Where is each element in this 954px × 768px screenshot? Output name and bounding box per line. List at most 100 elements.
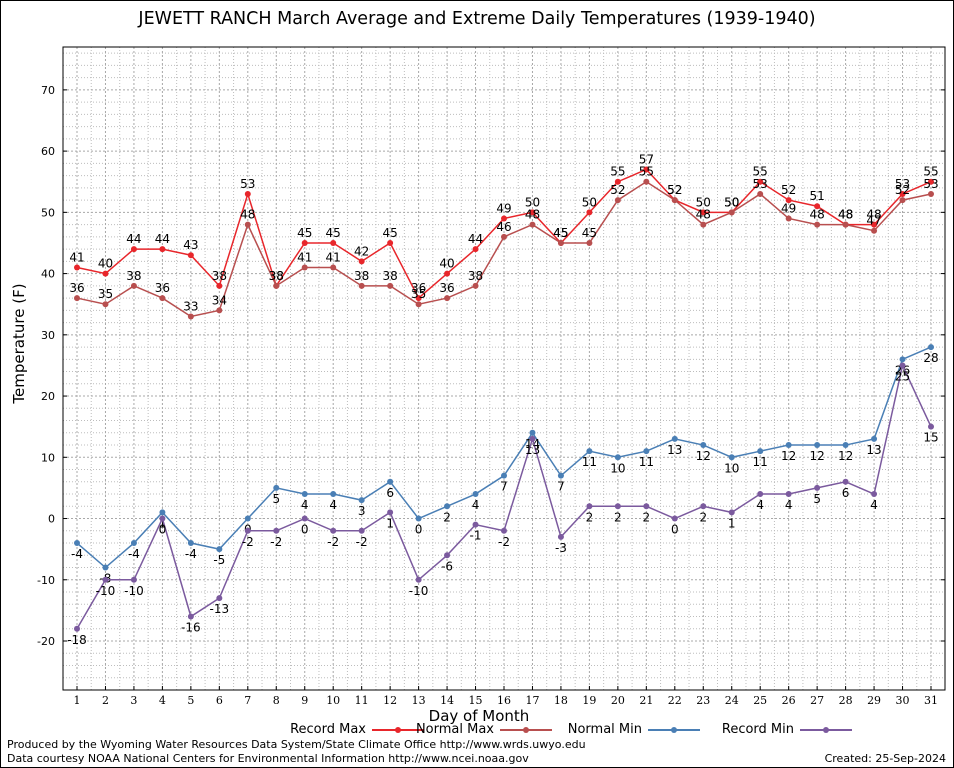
data-point-normal-min — [444, 503, 451, 510]
data-label-record-min: 2 — [643, 510, 651, 524]
data-point-normal-min — [757, 448, 764, 455]
data-point-record-max — [130, 246, 137, 253]
data-label-normal-max: 38 — [354, 269, 369, 283]
x-tick-label: 19 — [582, 694, 596, 707]
data-label-record-min: 4 — [785, 498, 793, 512]
data-point-record-max — [928, 178, 934, 185]
legend-item-normal-min: Normal Min — [0, 722, 700, 738]
data-label-record-min: -18 — [67, 633, 87, 647]
data-label-normal-max: 41 — [297, 250, 312, 264]
y-axis-label: Temperature (F) — [10, 283, 28, 404]
x-tick-label: 23 — [696, 694, 710, 707]
data-label-normal-min: 11 — [753, 455, 768, 469]
data-label-normal-min: 0 — [415, 523, 423, 537]
data-point-record-max — [501, 215, 507, 222]
data-point-record-min — [757, 491, 764, 498]
legend-swatch-normal-max — [500, 727, 552, 733]
x-tick-label: 17 — [525, 694, 539, 707]
data-label-normal-max: 45 — [553, 226, 568, 240]
data-point-record-min — [159, 515, 166, 522]
data-label-record-max: 49 — [496, 201, 511, 215]
data-point-normal-max — [728, 209, 735, 216]
data-point-record-min — [728, 509, 735, 516]
data-point-record-min — [899, 362, 906, 369]
data-point-normal-max — [871, 227, 878, 234]
data-label-normal-min: 11 — [639, 455, 654, 469]
data-label-record-max: 55 — [923, 165, 938, 179]
data-label-normal-max: 53 — [923, 177, 938, 191]
data-label-record-min: -3 — [555, 541, 567, 555]
y-tick-label: 20 — [41, 390, 55, 403]
y-tick-label: -10 — [37, 574, 55, 587]
data-label-record-min: 2 — [586, 510, 594, 524]
data-point-record-max — [74, 264, 80, 271]
data-point-record-min — [814, 484, 821, 491]
data-label-record-min: -2 — [270, 535, 282, 549]
data-point-normal-min — [643, 448, 650, 455]
data-label-record-max: 51 — [809, 189, 824, 203]
y-tick-label: 50 — [41, 206, 55, 219]
data-label-record-max: 50 — [724, 195, 739, 209]
legend-swatch-record-max — [372, 727, 424, 733]
data-label-normal-max: 55 — [639, 165, 654, 179]
data-label-normal-max: 36 — [69, 281, 84, 295]
data-point-record-min — [216, 595, 223, 602]
x-tick-label: 22 — [668, 694, 682, 707]
data-point-normal-min — [586, 448, 593, 455]
data-point-normal-max — [529, 221, 536, 228]
data-label-normal-max: 48 — [525, 208, 540, 222]
data-label-normal-max: 33 — [183, 299, 198, 313]
data-point-normal-max — [757, 190, 764, 197]
data-label-normal-min: 1 — [159, 516, 167, 530]
data-point-normal-min — [700, 442, 707, 449]
data-label-record-max: 45 — [297, 226, 312, 240]
data-point-normal-min — [415, 515, 422, 522]
data-point-record-min — [586, 503, 593, 510]
data-label-record-min: 2 — [699, 510, 707, 524]
data-point-normal-max — [671, 197, 678, 204]
legend-label-normal-min: Normal Min — [567, 722, 642, 737]
data-point-normal-max — [444, 295, 451, 302]
credit-line-2: Data courtesy NOAA National Centers for … — [7, 752, 529, 765]
data-point-record-min — [472, 521, 479, 528]
data-label-normal-max: 41 — [326, 250, 341, 264]
data-label-normal-max: 52 — [667, 183, 682, 197]
data-point-normal-max — [273, 282, 280, 289]
data-point-normal-max — [700, 221, 707, 228]
data-point-record-max — [159, 246, 166, 253]
data-label-record-max: 52 — [781, 183, 796, 197]
data-point-record-max — [216, 282, 223, 289]
data-label-record-max: 45 — [553, 226, 568, 240]
data-label-normal-max: 53 — [753, 177, 768, 191]
data-label-normal-max: 38 — [269, 269, 284, 283]
x-tick-label: 2 — [102, 694, 109, 707]
data-label-record-max: 40 — [98, 257, 113, 271]
data-label-record-min: -2 — [242, 535, 254, 549]
data-label-record-max: 48 — [838, 208, 853, 222]
x-tick-label: 9 — [301, 694, 308, 707]
x-tick-label: 28 — [839, 694, 853, 707]
data-point-normal-min — [74, 540, 80, 547]
legend-swatch-normal-min — [648, 727, 700, 733]
y-tick-label: 0 — [48, 513, 55, 526]
x-tick-label: 21 — [639, 694, 653, 707]
data-label-record-max: 45 — [382, 226, 397, 240]
data-label-normal-min: -4 — [185, 547, 197, 561]
x-tick-label: 6 — [216, 694, 223, 707]
data-label-normal-max: 35 — [411, 287, 426, 301]
data-label-record-max: 57 — [639, 152, 654, 166]
data-point-record-min — [501, 527, 507, 534]
data-point-record-min — [415, 576, 422, 583]
data-point-normal-max — [244, 221, 251, 228]
data-point-normal-min — [899, 356, 906, 363]
data-point-record-max — [415, 295, 422, 302]
data-point-normal-max — [842, 221, 849, 228]
data-point-record-max — [586, 209, 593, 216]
data-label-record-min: 0 — [671, 523, 679, 537]
data-point-record-max — [785, 197, 792, 204]
credit-line-1: Produced by the Wyoming Water Resources … — [7, 738, 586, 751]
data-point-normal-max — [301, 264, 308, 271]
data-point-record-min — [187, 613, 194, 620]
x-tick-label: 7 — [244, 694, 251, 707]
